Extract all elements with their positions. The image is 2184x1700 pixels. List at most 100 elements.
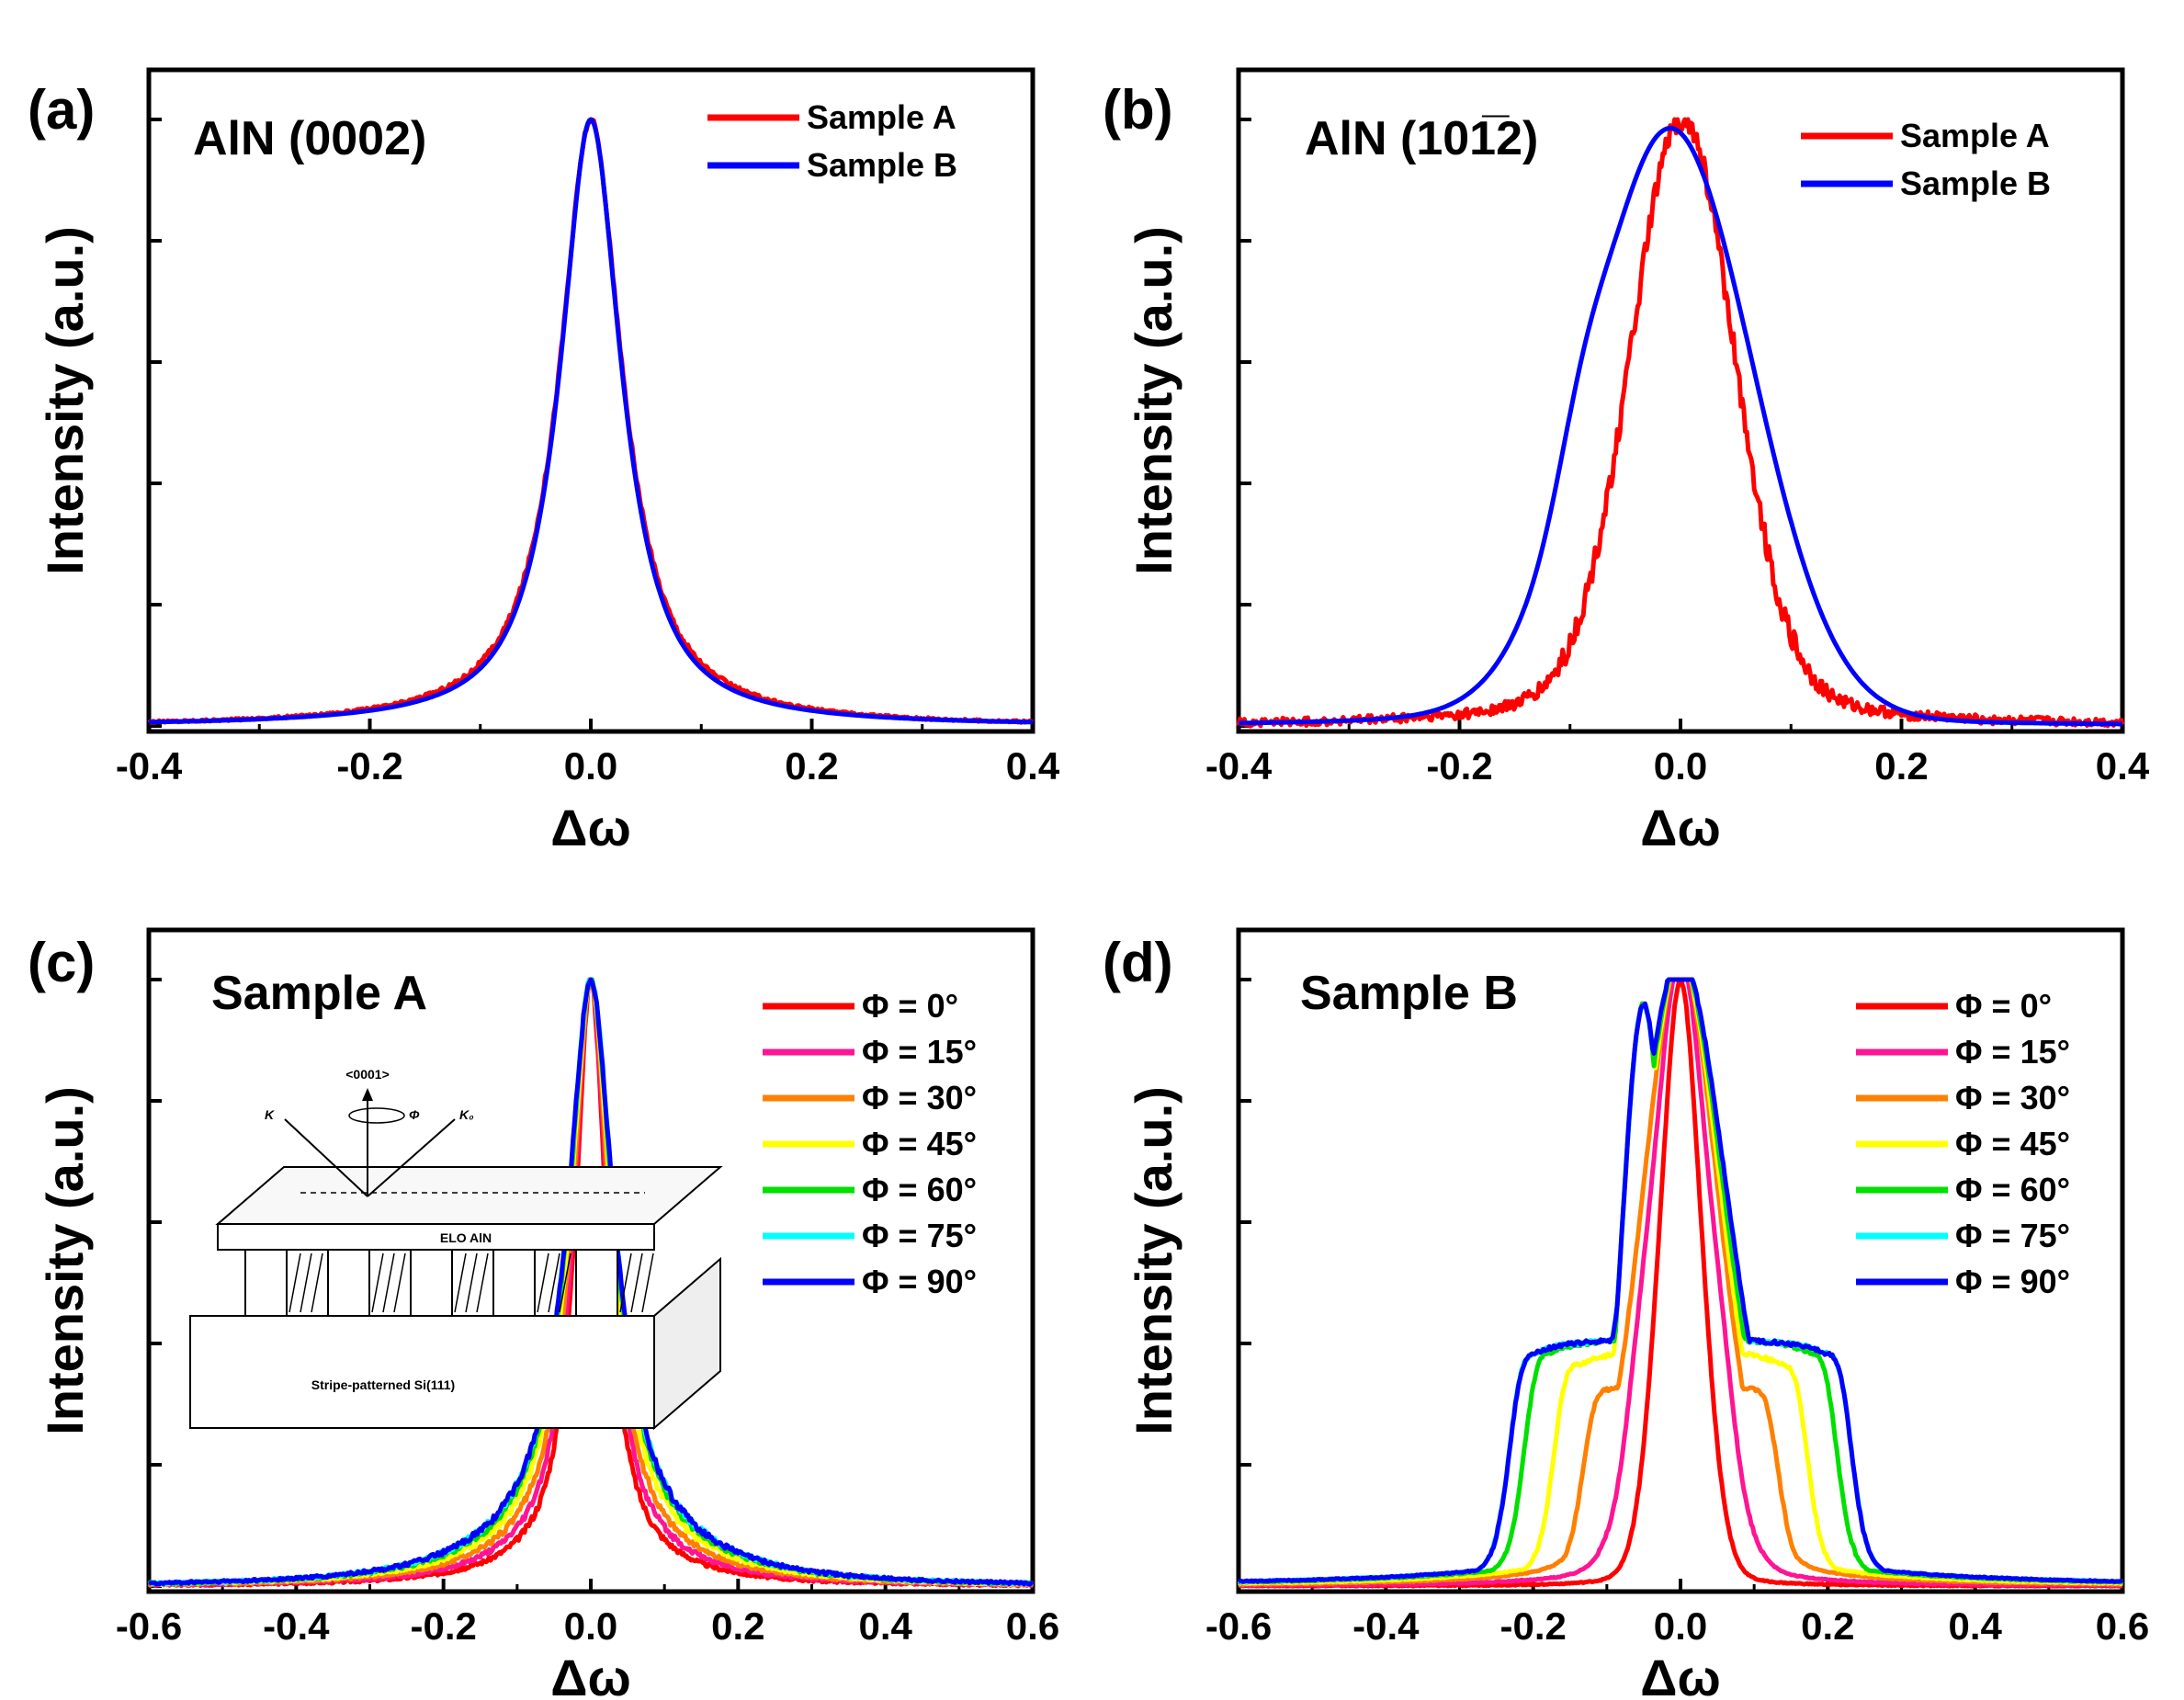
inset-arrowhead xyxy=(362,1088,373,1101)
x-tick-label: -0.4 xyxy=(1352,1604,1420,1648)
x-axis-label: Δω xyxy=(550,799,631,856)
plot-frame xyxy=(1236,927,2125,1594)
x-tick-label: -0.6 xyxy=(1205,1604,1272,1648)
x-tick-label: 0.4 xyxy=(1948,1604,2002,1648)
inset-hatch xyxy=(619,1252,632,1313)
x-tick-label: -0.2 xyxy=(1499,1604,1566,1648)
inset-diagram: ELO AlN Stripe-patterned Si(111) <0001> Φ K K… xyxy=(189,1067,723,1431)
inset-side-face xyxy=(653,1256,721,1431)
inset-stripe xyxy=(575,1249,618,1317)
legend-label: Φ = 60° xyxy=(1955,1171,2070,1208)
x-tick-label: 0.0 xyxy=(1654,1604,1707,1648)
x-tick-label: 0.2 xyxy=(785,744,838,788)
legend-label: Φ = 90° xyxy=(862,1263,977,1300)
legend-label: Φ = 15° xyxy=(862,1033,977,1071)
inset-beam-k0 xyxy=(367,1118,456,1197)
x-tick-label: 0.2 xyxy=(1801,1604,1854,1648)
panel-d: -0.6 -0.4 -0.2 0.0 0.2 0.4 0.6 Δω Intensity (a.u… xyxy=(1103,927,2149,1700)
x-tick-label: -0.6 xyxy=(116,1604,182,1648)
series-line xyxy=(1236,117,2125,729)
legend-label: Φ = 45° xyxy=(1955,1125,2070,1162)
inset-axis-label: <0001> xyxy=(345,1067,390,1082)
panel-label: (b) xyxy=(1103,79,1173,141)
series-line xyxy=(148,977,1035,1587)
inner-title: AlN (101̅2) xyxy=(1305,112,1538,165)
inset-hatch xyxy=(454,1252,467,1313)
x-tick-label: 0.2 xyxy=(1874,744,1928,788)
x-axis-label: Δω xyxy=(550,1649,631,1700)
legend-label: Φ = 30° xyxy=(1955,1079,2070,1116)
series-line xyxy=(1238,977,2123,1584)
y-axis-label: Intensity (a.u.) xyxy=(1125,226,1183,575)
panel-label: (a) xyxy=(28,79,95,141)
inset-substrate xyxy=(189,1315,655,1429)
legend-label: Sample A xyxy=(807,98,956,136)
inset-top-layer xyxy=(217,1223,655,1251)
legend-label: Sample B xyxy=(1900,164,2051,202)
inset-k-label: K xyxy=(265,1107,275,1122)
legend-label: Sample A xyxy=(1900,117,2050,154)
inset-hatch xyxy=(559,1252,571,1313)
legend-label: Φ = 60° xyxy=(862,1171,977,1208)
legend-label: Φ = 90° xyxy=(1955,1263,2070,1300)
inset-hatch xyxy=(382,1252,395,1313)
inset-hatch xyxy=(289,1252,301,1313)
x-tick-label: 0.6 xyxy=(1006,1604,1059,1648)
panel-label: (d) xyxy=(1103,932,1173,993)
x-tick-label: 0.4 xyxy=(1006,744,1060,788)
inset-beam-k xyxy=(284,1118,368,1197)
inset-hatch xyxy=(476,1252,489,1313)
x-tick-label: 0.4 xyxy=(858,1604,912,1648)
legend-label: Φ = 45° xyxy=(862,1125,977,1162)
y-axis-label: Intensity (a.u.) xyxy=(1125,1086,1183,1435)
inset-stripe xyxy=(492,1249,536,1317)
panel-a: -0.4 -0.2 0.0 0.2 0.4 Δω Intensity (a.u.) (a) Al… xyxy=(28,67,1060,856)
legend-label: Φ = 0° xyxy=(862,987,958,1025)
inset-top-surface xyxy=(215,1166,723,1225)
x-tick-label: -0.2 xyxy=(336,744,402,788)
inset-hatch xyxy=(548,1252,560,1313)
x-tick-label: 0.0 xyxy=(564,744,617,788)
inner-title: AlN (0002) xyxy=(193,112,426,165)
x-tick-label: -0.2 xyxy=(1426,744,1492,788)
inset-hatch xyxy=(537,1252,549,1313)
inset-hatch xyxy=(465,1252,478,1313)
inset-hatch xyxy=(393,1252,406,1313)
inset-hatch xyxy=(630,1252,643,1313)
series-line xyxy=(148,117,1034,725)
x-axis-label: Δω xyxy=(1640,1649,1721,1700)
legend-label: Φ = 75° xyxy=(1955,1217,2070,1254)
x-tick-label: 0.0 xyxy=(1654,744,1707,788)
y-axis-label: Intensity (a.u.) xyxy=(36,226,94,575)
legend-label: Φ = 30° xyxy=(862,1079,977,1116)
legend-label: Φ = 0° xyxy=(1955,987,2052,1025)
series-line xyxy=(1238,126,2123,727)
inset-stripe xyxy=(244,1249,288,1317)
legend-label: Φ = 15° xyxy=(1955,1033,2070,1071)
inset-hatch xyxy=(371,1252,384,1313)
inner-title: Sample B xyxy=(1300,967,1518,1020)
x-tick-label: -0.2 xyxy=(410,1604,476,1648)
inset-top-layer-label: ELO AlN xyxy=(440,1230,492,1245)
inset-stripe xyxy=(410,1249,453,1317)
series-line xyxy=(147,117,1035,725)
inset-hatch xyxy=(311,1252,323,1313)
inset-substrate-label: Stripe-patterned Si(111) xyxy=(311,1377,455,1392)
panel-c: -0.6 -0.4 -0.2 0.0 0.2 0.4 0.6 Δω Intensity (a.u… xyxy=(28,927,1059,1700)
inset-rotation-arc xyxy=(348,1107,405,1124)
panel-b: -0.4 -0.2 0.0 0.2 0.4 Δω Intensity (a.u.) (b) Al… xyxy=(1103,67,2150,856)
x-tick-label: 0.6 xyxy=(2096,1604,2149,1648)
inner-title: Sample A xyxy=(211,967,427,1020)
x-axis-label: Δω xyxy=(1640,799,1721,856)
legend-label: Sample B xyxy=(807,146,957,184)
inset-stripe xyxy=(327,1249,370,1317)
x-tick-label: -0.4 xyxy=(263,1604,330,1648)
inset-phi-label: Φ xyxy=(409,1107,420,1122)
x-tick-label: 0.2 xyxy=(711,1604,764,1648)
legend-label: Φ = 75° xyxy=(862,1217,977,1254)
x-tick-label: 0.0 xyxy=(564,1604,617,1648)
panel-label: (c) xyxy=(28,932,95,993)
x-tick-label: -0.4 xyxy=(1205,744,1273,788)
inset-hatch xyxy=(641,1252,654,1313)
